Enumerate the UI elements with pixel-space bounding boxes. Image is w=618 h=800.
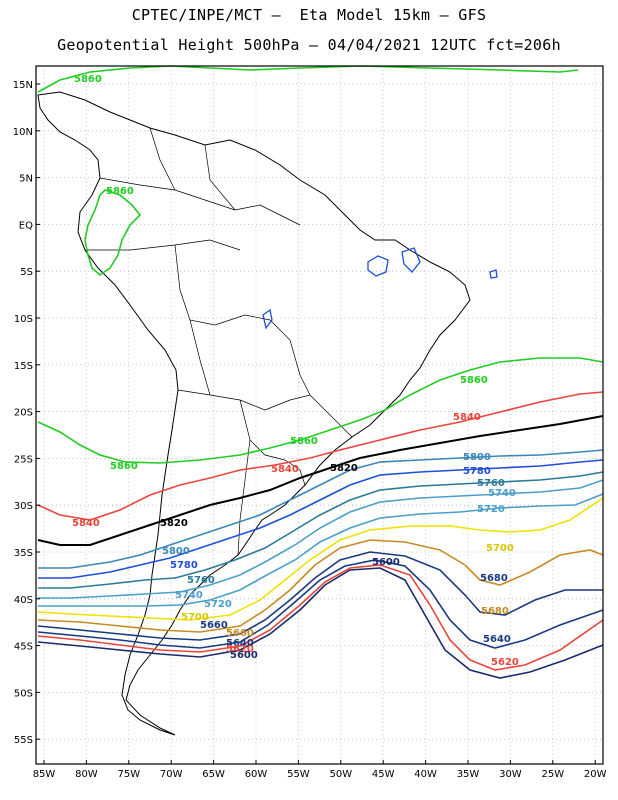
label-5840: 5840 (72, 518, 100, 529)
label-5820: 5820 (160, 518, 188, 529)
label-5720: 5720 (204, 599, 232, 610)
lat-label: 15N (13, 80, 33, 91)
lon-label: 35W (457, 769, 480, 780)
contour-5860-amazon (84, 189, 142, 277)
lon-label: 70W (160, 769, 183, 780)
lat-label: 50S (14, 688, 33, 699)
latitude-labels: 15N 10N 5N EQ 5S 10S 15S 20S 25S 30S 35S 40S 45S 50S 5… (13, 80, 40, 746)
label-5660: 5660 (200, 620, 228, 631)
label-5700: 5700 (181, 612, 209, 623)
lat-label: 10N (13, 127, 33, 138)
label-5620: 5620 (226, 644, 254, 655)
label-5640: 5640 (483, 634, 511, 645)
lat-label: 35S (14, 548, 33, 559)
label-5780: 5780 (170, 560, 198, 571)
lat-label: 10S (14, 314, 33, 325)
lon-label: 40W (414, 769, 437, 780)
label-5620: 5620 (491, 657, 519, 668)
lat-lon-grid (36, 66, 603, 764)
contour-5820 (37, 415, 604, 546)
lat-label: 40S (14, 595, 33, 606)
lon-label: 25W (541, 769, 564, 780)
contour-5700 (37, 497, 604, 621)
label-5680: 5680 (480, 573, 508, 584)
label-5840: 5840 (271, 464, 299, 475)
contour-5860-north (37, 65, 579, 93)
continent-outline (37, 91, 471, 736)
contour-5740 (38, 479, 604, 599)
label-5720: 5720 (477, 504, 505, 515)
lat-label: 5S (20, 267, 33, 278)
contour-5760 (38, 471, 604, 589)
lat-label: 20S (14, 408, 33, 419)
lat-label: EQ (19, 220, 33, 231)
label-5760: 5760 (477, 478, 505, 489)
lon-label: 80W (75, 769, 98, 780)
chart-title-line2: Geopotential Height 500hPa – 04/04/2021 … (57, 36, 561, 54)
lon-label: 75W (117, 769, 140, 780)
contour-5860-south (37, 357, 604, 464)
label-5740: 5740 (488, 488, 516, 499)
contour-5680 (37, 539, 604, 633)
label-5820: 5820 (330, 463, 358, 474)
label-5600: 5600 (230, 650, 258, 661)
label-5800: 5800 (162, 546, 190, 557)
lat-label: 30S (14, 501, 33, 512)
lon-label: 85W (33, 769, 56, 780)
lat-label: 5N (19, 174, 33, 185)
contour-5780 (38, 459, 604, 579)
lon-label: 50W (329, 769, 352, 780)
lon-label: 60W (245, 769, 268, 780)
label-5740: 5740 (175, 590, 203, 601)
lat-label: 25S (14, 454, 33, 465)
country-borders (85, 127, 353, 556)
longitude-labels: 85W 80W 75W 70W 65W 60W 55W 50W 45W 40W 35W 30W 25W 2… (33, 760, 607, 780)
label-5760: 5760 (187, 575, 215, 586)
south-america-coast (37, 91, 471, 736)
contour-5880-small-3 (262, 308, 273, 330)
contour-5620 (37, 564, 604, 671)
lat-label: 55S (14, 735, 33, 746)
contour-5660 (37, 551, 603, 641)
lon-label: 65W (202, 769, 225, 780)
lat-label: 45S (14, 642, 33, 653)
contour-5880-small-2 (401, 247, 421, 273)
contour-lines (37, 65, 604, 679)
label-5680: 5680 (481, 606, 509, 617)
label-5700: 5700 (486, 543, 514, 554)
label-5860: 5860 (110, 461, 138, 472)
lon-label: 55W (287, 769, 310, 780)
contour-5800 (38, 449, 604, 569)
label-5860: 5860 (290, 436, 318, 447)
contour-5600 (37, 567, 604, 679)
contour-5720 (38, 493, 604, 607)
contour-labels: 5860 5860 5860 5860 5860 5840 5840 5840 … (72, 74, 519, 668)
label-5780: 5780 (463, 466, 491, 477)
lon-label: 20W (584, 769, 607, 780)
contour-5840 (37, 391, 604, 521)
lon-label: 30W (499, 769, 522, 780)
label-5860: 5860 (460, 375, 488, 386)
label-5660: 5660 (226, 628, 254, 639)
contour-5880-small-4 (489, 269, 498, 279)
label-5860: 5860 (106, 186, 134, 197)
map-frame (35, 65, 604, 765)
label-5600: 5600 (372, 557, 400, 568)
contour-5880-small-1 (367, 255, 389, 277)
label-5840: 5840 (453, 412, 481, 423)
label-5860: 5860 (74, 74, 102, 85)
label-5800: 5800 (463, 452, 491, 463)
chart-title-line1: CPTEC/INPE/MCT – Eta Model 15km – GFS (131, 6, 487, 24)
lon-label: 45W (372, 769, 395, 780)
label-5640: 5640 (226, 638, 254, 649)
contour-5640 (37, 559, 604, 649)
lat-label: 15S (14, 361, 33, 372)
